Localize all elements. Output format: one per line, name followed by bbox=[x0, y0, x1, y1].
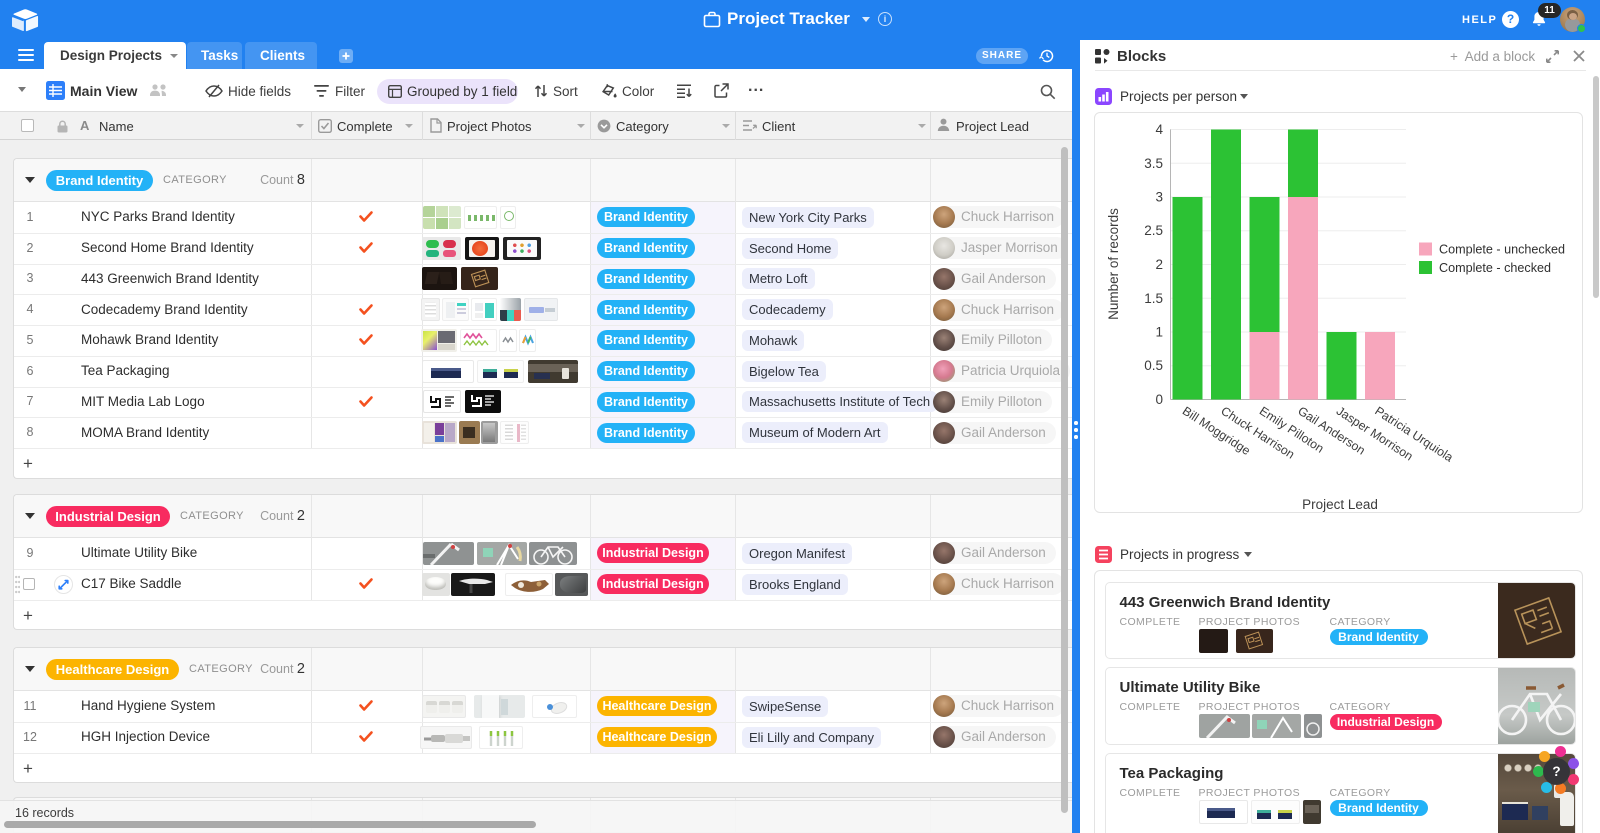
svg-text:3.5: 3.5 bbox=[1144, 156, 1163, 171]
svg-text:Complete - unchecked: Complete - unchecked bbox=[1439, 243, 1565, 257]
svg-text:Number of records: Number of records bbox=[1106, 208, 1121, 320]
svg-text:1.5: 1.5 bbox=[1144, 291, 1163, 306]
svg-text:1: 1 bbox=[1155, 325, 1163, 340]
svg-text:0.5: 0.5 bbox=[1144, 358, 1163, 373]
svg-text:Bill Moggridge: Bill Moggridge bbox=[1180, 404, 1253, 458]
svg-text:0: 0 bbox=[1155, 392, 1163, 407]
svg-text:Complete - checked: Complete - checked bbox=[1439, 261, 1551, 275]
svg-text:2: 2 bbox=[1155, 257, 1163, 272]
svg-text:3: 3 bbox=[1155, 190, 1163, 205]
svg-text:Project Lead: Project Lead bbox=[1302, 497, 1378, 512]
svg-text:2.5: 2.5 bbox=[1144, 223, 1163, 238]
svg-text:4: 4 bbox=[1155, 122, 1163, 137]
